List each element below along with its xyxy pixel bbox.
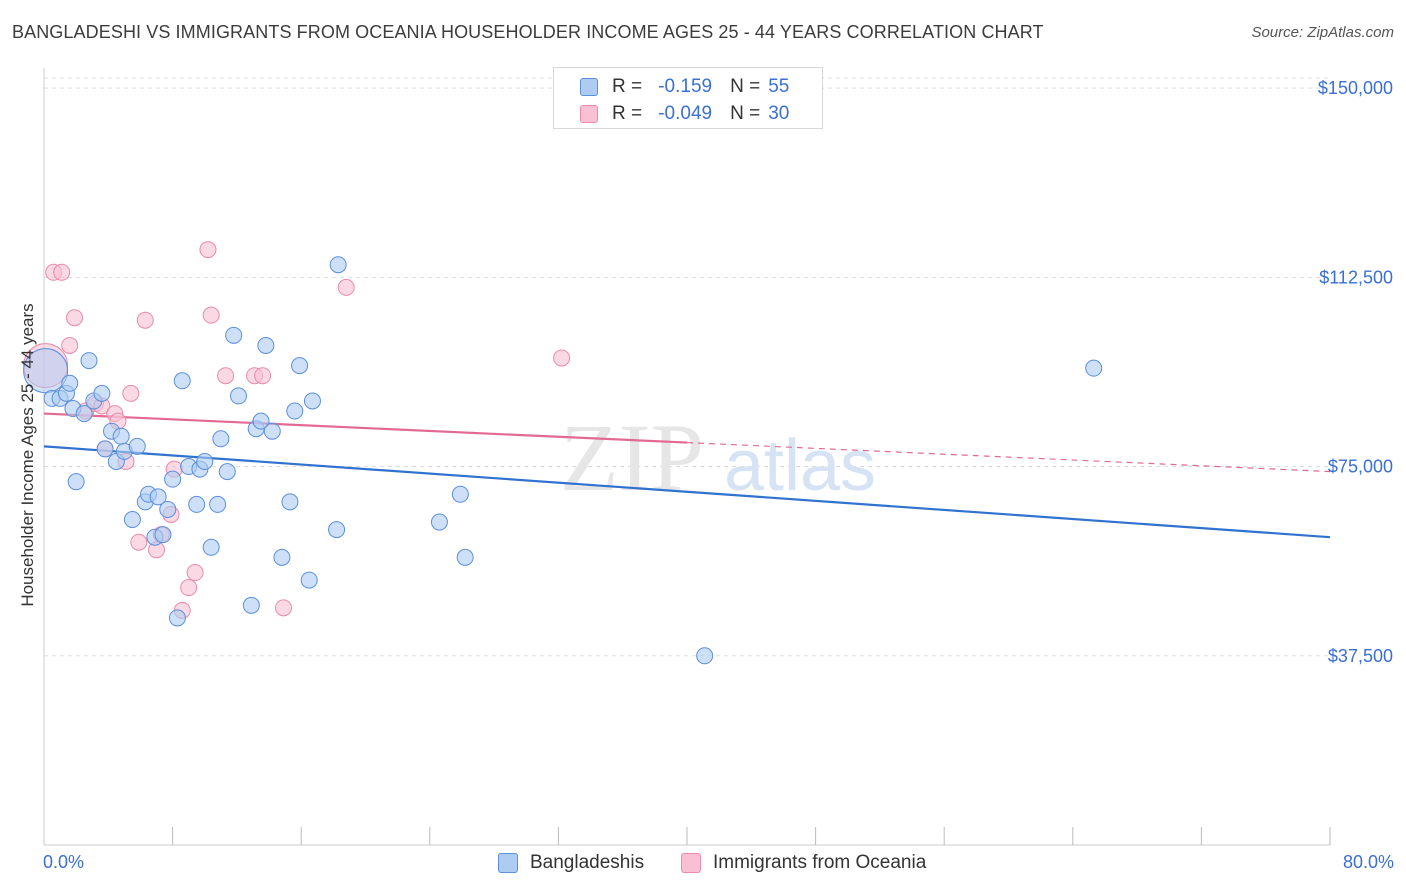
oceania-point [53, 263, 71, 281]
bangladeshi-point [123, 511, 141, 529]
bangladeshi-point [164, 470, 182, 488]
watermark: ZIP atlas [560, 404, 876, 511]
x-tick-min: 0.0% [43, 852, 85, 872]
r-label: R = [612, 103, 643, 124]
oceania-point [130, 533, 148, 551]
legend-item-bangladeshis[interactable]: Bangladeshis [498, 852, 644, 874]
grid-lines [44, 77, 1330, 657]
bangladeshi-point [263, 422, 281, 440]
axes [43, 68, 1331, 846]
bangladeshi-point [252, 412, 270, 430]
trend-line [43, 412, 688, 444]
oceania-point [199, 241, 217, 259]
oceania-point [61, 336, 79, 354]
bangladeshi-point [329, 256, 347, 274]
r-label: R = [612, 76, 643, 97]
legend-row-bangladeshis: R = -0.159 N = 55 [580, 75, 789, 99]
n-label: N = [730, 76, 761, 97]
n-label: N = [730, 103, 761, 124]
trend-lines [43, 412, 1331, 539]
trend-line [43, 445, 1331, 539]
bangladeshi-point [242, 596, 260, 614]
legend-label: Immigrants from Oceania [713, 852, 927, 873]
y-tick-labels: $37,500 $75,000 $112,500 $150,000 [1318, 78, 1393, 666]
bangladeshi-point [61, 374, 79, 392]
y-tick-label: $75,000 [1328, 457, 1393, 477]
bangladeshi-point [273, 548, 291, 566]
bangladeshi-point [1085, 359, 1103, 377]
bangladeshi-point [291, 357, 309, 375]
pink-swatch [580, 105, 598, 123]
bangladeshi-point [196, 453, 214, 470]
legend-label: Bangladeshis [530, 852, 645, 873]
bangladeshi-point [286, 402, 304, 420]
bangladeshi-point [112, 427, 130, 445]
oceania-point [254, 367, 272, 385]
oceania-point [180, 579, 198, 597]
oceania-point [217, 367, 235, 385]
bangladeshi-point [451, 485, 469, 503]
bangladeshi-point [168, 609, 186, 627]
oceania-point [122, 384, 140, 402]
bangladeshi-point [257, 336, 275, 354]
bangladeshi-point [300, 571, 318, 589]
trend-line-extrapolated [686, 441, 1331, 473]
bangladeshi-point [218, 463, 236, 481]
bangladeshi-point [209, 495, 227, 513]
data-points [23, 241, 1103, 665]
bangladeshi-point [154, 526, 172, 544]
watermark-atlas: atlas [724, 426, 876, 506]
bangladeshi-point [430, 513, 448, 531]
oceania-point [66, 309, 84, 327]
bangladeshi-point [23, 348, 69, 394]
y-axis-label: Householder Income Ages 25 - 44 years [18, 303, 37, 607]
bangladeshi-point [212, 430, 230, 448]
chart-title: BANGLADESHI VS IMMIGRANTS FROM OCEANIA H… [12, 22, 1044, 42]
bangladeshi-point [230, 387, 248, 405]
n-value: 55 [768, 76, 790, 97]
source-credit: Source: ZipAtlas.com [1251, 24, 1394, 41]
legend-item-oceania[interactable]: Immigrants from Oceania [681, 852, 926, 874]
pink-swatch [681, 853, 701, 873]
blue-swatch [498, 853, 518, 873]
legend-row-oceania: R = -0.049 N = 30 [580, 102, 789, 126]
oceania-point [337, 278, 355, 296]
y-tick-label: $150,000 [1318, 78, 1393, 98]
bangladeshi-point [128, 437, 146, 455]
oceania-point [186, 564, 204, 582]
oceania-point [136, 311, 154, 329]
oceania-point [553, 349, 571, 367]
r-value: -0.159 [658, 76, 713, 97]
bangladeshi-point [96, 440, 114, 458]
series-legend: Bangladeshis Immigrants from Oceania [0, 852, 1406, 876]
bangladeshi-point [67, 473, 85, 491]
watermark-zip: ZIP [560, 404, 704, 511]
bangladeshi-point [202, 538, 220, 556]
bangladeshi-point [281, 493, 299, 511]
n-value: 30 [768, 103, 790, 124]
bangladeshi-point [696, 647, 714, 665]
bangladeshi-point [93, 384, 111, 402]
r-value: -0.049 [658, 103, 713, 124]
oceania-point [275, 599, 293, 617]
bangladeshi-point [173, 372, 191, 390]
y-tick-label: $112,500 [1319, 267, 1393, 287]
oceania-point [202, 306, 220, 324]
y-tick-label: $37,500 [1328, 646, 1393, 666]
bangladeshi-point [159, 500, 177, 518]
bangladeshi-point [328, 521, 346, 539]
bangladeshi-point [188, 495, 206, 513]
x-tick-max: 80.0% [1342, 852, 1394, 872]
bangladeshi-point [456, 548, 474, 566]
bangladeshi-point [303, 392, 321, 410]
bangladeshi-point [75, 405, 93, 423]
bangladeshi-point [80, 352, 98, 370]
blue-swatch [580, 78, 598, 96]
bangladeshi-point [225, 326, 243, 344]
bangladeshi-point [149, 488, 167, 506]
stats-legend: R = -0.159 N = 55 R = -0.049 N = 30 [553, 67, 823, 129]
